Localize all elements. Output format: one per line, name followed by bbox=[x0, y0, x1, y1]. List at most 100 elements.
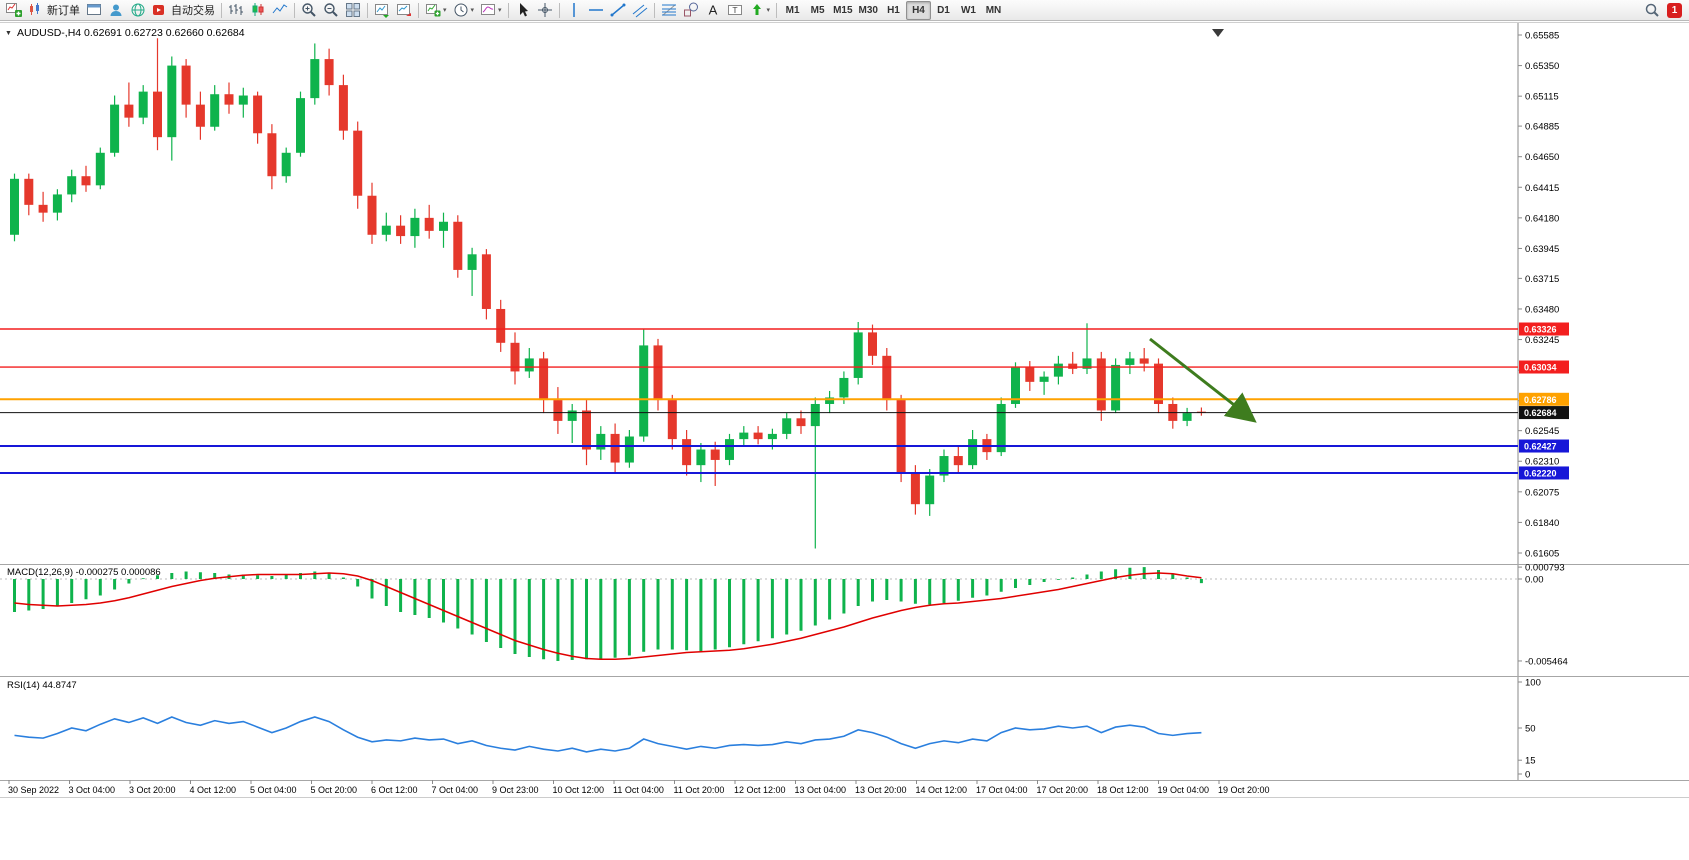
auto-scroll-button[interactable] bbox=[371, 1, 393, 20]
trendline-icon bbox=[610, 2, 626, 18]
svg-text:0.62075: 0.62075 bbox=[1525, 487, 1559, 498]
svg-text:17 Oct 20:00: 17 Oct 20:00 bbox=[1037, 785, 1089, 795]
svg-text:19 Oct 20:00: 19 Oct 20:00 bbox=[1218, 785, 1270, 795]
notification-badge[interactable]: 1 bbox=[1667, 2, 1682, 18]
zoom-in-button[interactable] bbox=[298, 1, 320, 20]
arrows-button[interactable]: ▾ bbox=[746, 1, 774, 20]
zoom-out-icon bbox=[323, 2, 339, 18]
indicator-plus-icon bbox=[425, 2, 441, 18]
channel-icon bbox=[632, 2, 648, 18]
candles-icon bbox=[250, 2, 266, 18]
svg-text:15: 15 bbox=[1525, 756, 1536, 767]
svg-text:0.00: 0.00 bbox=[1525, 575, 1544, 586]
svg-text:0.61840: 0.61840 bbox=[1525, 518, 1559, 529]
equidistant-channel-button[interactable] bbox=[629, 1, 651, 20]
fibo-icon bbox=[661, 2, 677, 18]
arrow-deco-icon bbox=[749, 2, 765, 18]
svg-text:0.63480: 0.63480 bbox=[1525, 304, 1559, 315]
tf-d1[interactable]: D1 bbox=[931, 1, 956, 20]
order-candles-icon bbox=[28, 2, 44, 18]
svg-text:0.65350: 0.65350 bbox=[1525, 61, 1559, 72]
horizontal-line-button[interactable] bbox=[585, 1, 607, 20]
chart-window-button[interactable] bbox=[83, 1, 105, 20]
svg-text:5 Oct 04:00: 5 Oct 04:00 bbox=[250, 785, 297, 795]
shapes-button[interactable] bbox=[680, 1, 702, 20]
text-button[interactable]: A bbox=[702, 1, 724, 20]
toolbar-separator bbox=[653, 2, 655, 18]
tf-mn[interactable]: MN bbox=[981, 1, 1006, 20]
candlestick-chart-button[interactable] bbox=[247, 1, 269, 20]
search-button[interactable] bbox=[1641, 1, 1663, 20]
bars-icon bbox=[228, 2, 244, 18]
chart-plus-icon bbox=[6, 2, 22, 18]
panel-separator-dates[interactable] bbox=[0, 778, 1689, 782]
svg-text:3 Oct 20:00: 3 Oct 20:00 bbox=[129, 785, 176, 795]
svg-text:0.62220: 0.62220 bbox=[1524, 468, 1557, 478]
chart-canvas[interactable]: 0.65585 0.65350 0.65115 0.64885 0.64650 0.644… bbox=[0, 23, 1689, 801]
cursor-button[interactable] bbox=[512, 1, 534, 20]
cursor-icon bbox=[515, 2, 531, 18]
indicators-button[interactable]: ▾ bbox=[422, 1, 450, 20]
svg-text:0.62310: 0.62310 bbox=[1525, 457, 1559, 468]
trend-arrow-annotation bbox=[1149, 337, 1257, 423]
svg-text:T: T bbox=[732, 5, 737, 15]
search-icon bbox=[1644, 2, 1660, 18]
new-chart-button[interactable] bbox=[3, 1, 25, 20]
window-icon bbox=[86, 2, 102, 18]
clock-icon bbox=[453, 2, 469, 18]
fibonacci-button[interactable] bbox=[658, 1, 680, 20]
toolbar-separator bbox=[507, 2, 509, 18]
panel-separator-rsi[interactable] bbox=[0, 674, 1689, 678]
globe-icon bbox=[130, 2, 146, 18]
autotrading-button[interactable]: 自动交易 bbox=[149, 1, 218, 20]
new-order-button[interactable]: 新订单 bbox=[25, 1, 83, 20]
svg-text:10 Oct 12:00: 10 Oct 12:00 bbox=[553, 785, 605, 795]
periods-button[interactable]: ▾ bbox=[450, 1, 478, 20]
shapes-icon bbox=[683, 2, 699, 18]
svg-text:17 Oct 04:00: 17 Oct 04:00 bbox=[976, 785, 1028, 795]
profile-button[interactable] bbox=[105, 1, 127, 20]
chart-window[interactable]: 0.65585 0.65350 0.65115 0.64885 0.64650 0.644… bbox=[0, 22, 1689, 801]
vertical-line-button[interactable] bbox=[563, 1, 585, 20]
tf-w1[interactable]: W1 bbox=[956, 1, 981, 20]
crosshair-button[interactable] bbox=[534, 1, 556, 20]
chart-scroll-icon bbox=[374, 2, 390, 18]
one-click-trading-expander[interactable]: ▼ bbox=[5, 29, 12, 37]
tile-windows-button[interactable] bbox=[342, 1, 364, 20]
tf-m30[interactable]: M30 bbox=[856, 1, 881, 20]
tf-m5[interactable]: M5 bbox=[805, 1, 830, 20]
svg-text:0.63715: 0.63715 bbox=[1525, 274, 1559, 285]
tf-h1[interactable]: H1 bbox=[881, 1, 906, 20]
svg-text:19 Oct 04:00: 19 Oct 04:00 bbox=[1158, 785, 1210, 795]
tf-h4[interactable]: H4 bbox=[905, 0, 931, 20]
chevron-down-icon: ▾ bbox=[498, 7, 502, 14]
svg-text:6 Oct 12:00: 6 Oct 12:00 bbox=[371, 785, 418, 795]
svg-text:5 Oct 20:00: 5 Oct 20:00 bbox=[311, 785, 358, 795]
svg-text:0.64415: 0.64415 bbox=[1525, 183, 1559, 194]
svg-text:0.62786: 0.62786 bbox=[1524, 395, 1557, 405]
tf-m1[interactable]: M1 bbox=[780, 1, 805, 20]
chevron-down-icon: ▾ bbox=[443, 7, 447, 14]
svg-text:0.64180: 0.64180 bbox=[1525, 213, 1559, 224]
svg-text:50: 50 bbox=[1525, 724, 1536, 735]
autotrade-icon bbox=[152, 2, 168, 18]
templates-button[interactable]: ▾ bbox=[477, 1, 505, 20]
bar-chart-button[interactable] bbox=[225, 1, 247, 20]
chart-shift-button[interactable] bbox=[393, 1, 415, 20]
panel-separator-macd[interactable] bbox=[0, 562, 1689, 566]
zoom-out-button[interactable] bbox=[320, 1, 342, 20]
hline-icon bbox=[588, 2, 604, 18]
svg-text:0.63245: 0.63245 bbox=[1525, 335, 1559, 346]
text-label-button[interactable]: T bbox=[724, 1, 746, 20]
svg-text:0: 0 bbox=[1525, 770, 1530, 781]
svg-text:0.63326: 0.63326 bbox=[1524, 325, 1557, 335]
line-chart-button[interactable] bbox=[269, 1, 291, 20]
trendline-button[interactable] bbox=[607, 1, 629, 20]
toolbar-separator bbox=[776, 2, 778, 18]
community-button[interactable] bbox=[127, 1, 149, 20]
svg-text:0.62684: 0.62684 bbox=[1524, 408, 1557, 418]
svg-text:0.62427: 0.62427 bbox=[1524, 442, 1557, 452]
toolbar: 新订单 自动交易 ▾ ▾ ▾ A T ▾ M1 M5 M15 M30 H1 H4 D1 W1 MN 1 bbox=[0, 0, 1689, 21]
tf-m15[interactable]: M15 bbox=[830, 1, 855, 20]
svg-text:4 Oct 12:00: 4 Oct 12:00 bbox=[190, 785, 237, 795]
